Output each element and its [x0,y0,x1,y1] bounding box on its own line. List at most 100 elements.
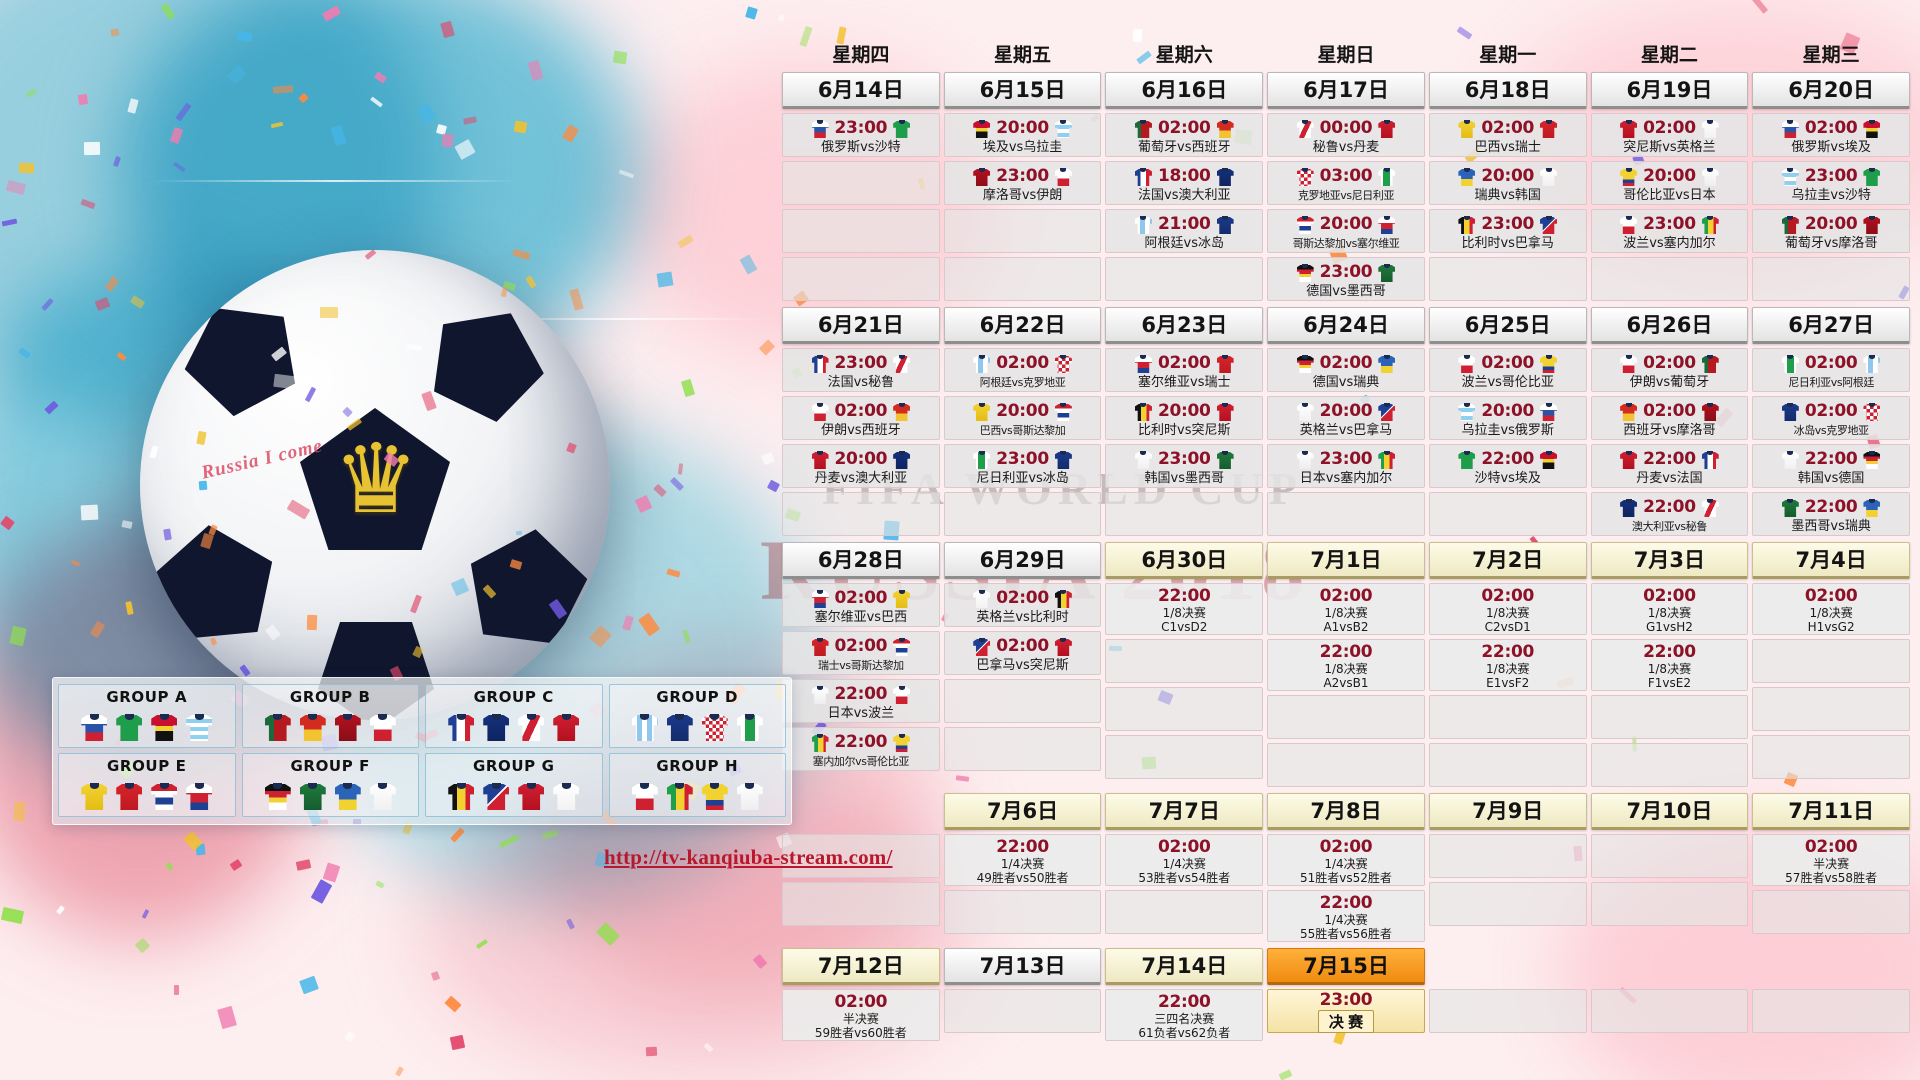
date-cell-7月11日[interactable]: 7月11日 [1752,793,1910,830]
knockout-match-cell[interactable]: 02:00 1/8决赛 H1vsG2 [1752,583,1910,635]
group-box-group-c[interactable]: GROUP C [425,684,603,748]
knockout-match-cell[interactable]: 22:00 1/8决赛 E1vsF2 [1428,639,1587,691]
website-url-link[interactable]: http://tv-kanqiuba-stream.com/ [604,845,893,869]
date-cell-7月13日[interactable]: 7月13日 [943,948,1102,985]
match-cell[interactable]: 20:00 哥伦比亚vs日本 [1590,161,1749,205]
date-cell-7月15日[interactable]: 7月15日 [1267,948,1425,985]
knockout-match-cell[interactable]: 22:00 1/8决赛 A2vsB1 [1267,639,1425,691]
match-cell[interactable]: 22:00 澳大利亚vs秘鲁 [1590,492,1749,536]
match-cell[interactable]: 02:00 阿根廷vs克罗地亚 [943,348,1102,392]
match-cell[interactable]: 22:00 韩国vs德国 [1752,444,1910,488]
match-cell[interactable]: 02:00 英格兰vs比利时 [943,583,1102,627]
date-cell-6月14日[interactable]: 6月14日 [782,72,940,109]
date-cell-6月20日[interactable]: 6月20日 [1752,72,1910,109]
match-cell[interactable]: 23:00 韩国vs墨西哥 [1105,444,1264,488]
knockout-match-cell[interactable]: 22:00 1/8决赛 C1vsD2 [1105,583,1264,635]
match-cell[interactable]: 23:00 波兰vs塞内加尔 [1590,209,1749,253]
date-cell-7月9日[interactable]: 7月9日 [1428,793,1587,830]
date-cell-6月26日[interactable]: 6月26日 [1590,307,1749,344]
date-cell-6月21日[interactable]: 6月21日 [782,307,940,344]
match-cell[interactable]: 02:00 塞尔维亚vs巴西 [782,583,940,627]
match-cell[interactable]: 22:00 墨西哥vs瑞典 [1752,492,1910,536]
date-cell-6月22日[interactable]: 6月22日 [943,307,1102,344]
date-cell-6月30日[interactable]: 6月30日 [1105,542,1264,579]
match-cell[interactable]: 00:00 秘鲁vs丹麦 [1267,113,1425,157]
match-cell[interactable]: 22:00 日本vs波兰 [782,679,940,723]
match-cell[interactable]: 23:00 摩洛哥vs伊朗 [943,161,1102,205]
knockout-match-cell[interactable]: 02:00 半决赛 57胜者vs58胜者 [1752,834,1910,886]
knockout-match-cell[interactable]: 22:00 三四名决赛 61负者vs62负者 [1105,989,1264,1041]
match-cell[interactable]: 22:00 沙特vs埃及 [1428,444,1587,488]
knockout-match-cell[interactable]: 02:00 1/8决赛 A1vsB2 [1267,583,1425,635]
knockout-match-cell[interactable]: 02:00 1/4决赛 53胜者vs54胜者 [1105,834,1264,886]
knockout-match-cell[interactable]: 22:00 1/4决赛 55胜者vs56胜者 [1267,890,1425,942]
match-cell[interactable]: 02:00 瑞士vs哥斯达黎加 [782,631,940,675]
date-cell-7月8日[interactable]: 7月8日 [1267,793,1425,830]
knockout-match-cell[interactable]: 22:00 1/4决赛 49胜者vs50胜者 [943,834,1102,886]
match-cell[interactable]: 02:00 巴西vs瑞士 [1428,113,1587,157]
date-cell-6月16日[interactable]: 6月16日 [1105,72,1264,109]
group-box-group-g[interactable]: GROUP G [425,753,603,817]
date-cell-7月1日[interactable]: 7月1日 [1267,542,1425,579]
date-cell-6月25日[interactable]: 6月25日 [1428,307,1587,344]
group-box-group-a[interactable]: GROUP A [58,684,236,748]
date-cell-6月29日[interactable]: 6月29日 [943,542,1102,579]
date-cell-7月7日[interactable]: 7月7日 [1105,793,1264,830]
match-cell[interactable]: 20:00 巴西vs哥斯达黎加 [943,396,1102,440]
match-cell[interactable]: 02:00 德国vs瑞典 [1267,348,1425,392]
date-cell-7月2日[interactable]: 7月2日 [1428,542,1587,579]
date-cell-7月3日[interactable]: 7月3日 [1590,542,1749,579]
date-cell-7月4日[interactable]: 7月4日 [1752,542,1910,579]
match-cell[interactable]: 21:00 阿根廷vs冰岛 [1105,209,1264,253]
match-cell[interactable]: 23:00 比利时vs巴拿马 [1428,209,1587,253]
match-cell[interactable]: 23:00 日本vs塞内加尔 [1267,444,1425,488]
match-cell[interactable]: 22:00 丹麦vs法国 [1590,444,1749,488]
match-cell[interactable]: 20:00 哥斯达黎加vs塞尔维亚 [1267,209,1425,253]
match-cell[interactable]: 02:00 西班牙vs摩洛哥 [1590,396,1749,440]
match-cell[interactable]: 23:00 乌拉圭vs沙特 [1752,161,1910,205]
group-box-group-d[interactable]: GROUP D [608,684,786,748]
match-cell[interactable]: 22:00 塞内加尔vs哥伦比亚 [782,727,940,771]
knockout-match-cell[interactable]: 02:00 半决赛 59胜者vs60胜者 [782,989,940,1041]
match-cell[interactable]: 03:00 克罗地亚vs尼日利亚 [1267,161,1425,205]
group-box-group-b[interactable]: GROUP B [241,684,419,748]
date-cell-7月6日[interactable]: 7月6日 [943,793,1102,830]
date-cell-7月12日[interactable]: 7月12日 [782,948,940,985]
group-box-group-f[interactable]: GROUP F [241,753,419,817]
date-cell-6月27日[interactable]: 6月27日 [1752,307,1910,344]
match-cell[interactable]: 20:00 埃及vs乌拉圭 [943,113,1102,157]
match-cell[interactable]: 23:00 俄罗斯vs沙特 [782,113,940,157]
match-cell[interactable]: 02:00 波兰vs哥伦比亚 [1428,348,1587,392]
match-cell[interactable]: 02:00 俄罗斯vs埃及 [1752,113,1910,157]
match-cell[interactable]: 20:00 瑞典vs韩国 [1428,161,1587,205]
date-cell-6月24日[interactable]: 6月24日 [1267,307,1425,344]
group-box-group-e[interactable]: GROUP E [58,753,236,817]
match-cell[interactable]: 23:00 德国vs墨西哥 [1267,257,1425,301]
match-cell[interactable]: 02:00 巴拿马vs突尼斯 [943,631,1102,675]
match-cell[interactable]: 23:00 尼日利亚vs冰岛 [943,444,1102,488]
date-cell-7月14日[interactable]: 7月14日 [1105,948,1264,985]
group-box-group-h[interactable]: GROUP H [608,753,786,817]
match-cell[interactable]: 02:00 伊朗vs西班牙 [782,396,940,440]
date-cell-6月28日[interactable]: 6月28日 [782,542,940,579]
date-cell-6月19日[interactable]: 6月19日 [1590,72,1749,109]
match-cell[interactable]: 23:00 法国vs秘鲁 [782,348,940,392]
date-cell-6月17日[interactable]: 6月17日 [1267,72,1425,109]
match-cell[interactable]: 20:00 英格兰vs巴拿马 [1267,396,1425,440]
knockout-match-cell[interactable]: 02:00 1/4决赛 51胜者vs52胜者 [1267,834,1425,886]
match-cell[interactable]: 20:00 乌拉圭vs俄罗斯 [1428,396,1587,440]
match-cell[interactable]: 02:00 尼日利亚vs阿根廷 [1752,348,1910,392]
match-cell[interactable]: 20:00 丹麦vs澳大利亚 [782,444,940,488]
date-cell-6月18日[interactable]: 6月18日 [1428,72,1587,109]
match-cell[interactable]: 02:00 葡萄牙vs西班牙 [1105,113,1264,157]
knockout-match-cell[interactable]: 02:00 1/8决赛 C2vsD1 [1428,583,1587,635]
match-cell[interactable]: 20:00 葡萄牙vs摩洛哥 [1752,209,1910,253]
date-cell-6月23日[interactable]: 6月23日 [1105,307,1264,344]
match-cell[interactable]: 02:00 塞尔维亚vs瑞士 [1105,348,1264,392]
final-match-cell[interactable]: 23:00 决 赛 [1267,989,1425,1033]
match-cell[interactable]: 02:00 冰岛vs克罗地亚 [1752,396,1910,440]
match-cell[interactable]: 20:00 比利时vs突尼斯 [1105,396,1264,440]
match-cell[interactable]: 02:00 伊朗vs葡萄牙 [1590,348,1749,392]
knockout-match-cell[interactable]: 02:00 1/8决赛 G1vsH2 [1590,583,1749,635]
knockout-match-cell[interactable]: 22:00 1/8决赛 F1vsE2 [1590,639,1749,691]
